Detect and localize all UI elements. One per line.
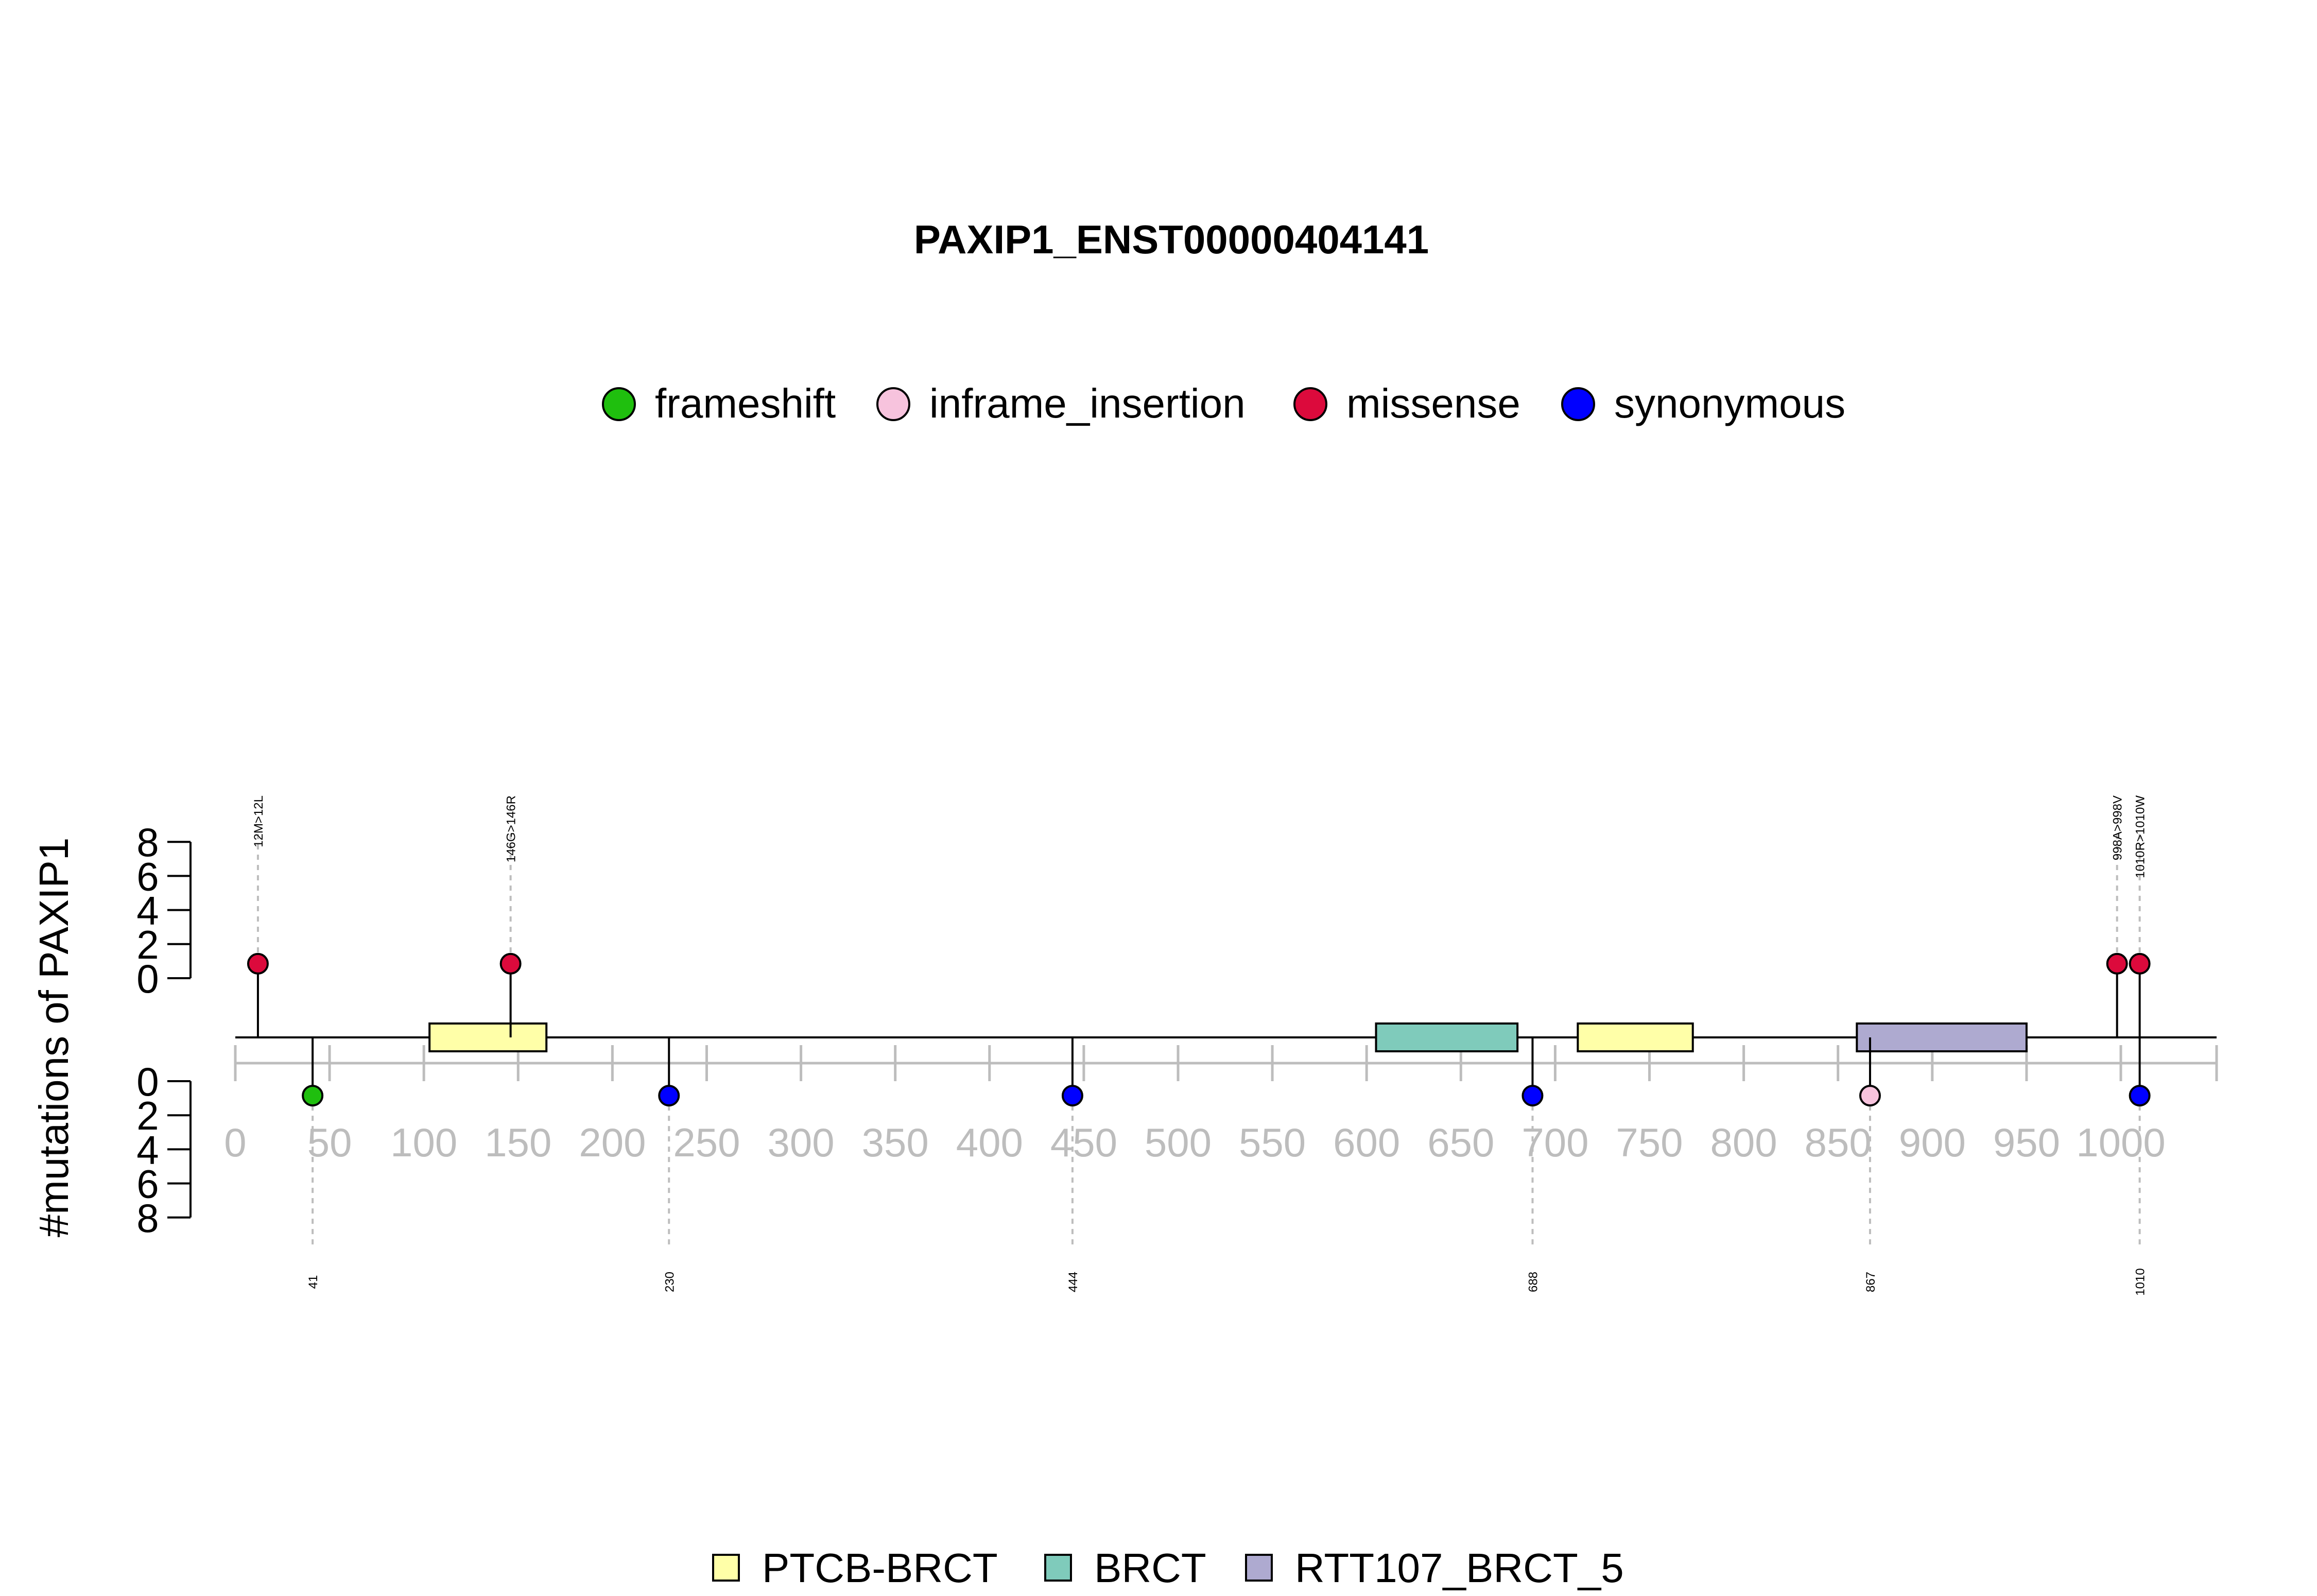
mutation-label-bottom-230: 230 bbox=[663, 1272, 677, 1292]
y-top-tick-label-8: 8 bbox=[136, 820, 159, 865]
x-tick-label-900: 900 bbox=[1899, 1120, 1966, 1165]
mutations-bottom: 41 230 444 688 867 1010 bbox=[302, 1037, 2151, 1296]
point-top-12 bbox=[247, 952, 269, 975]
domain-legend-label-rtt107-brct-5: RTT107_BRCT_5 bbox=[1295, 1545, 1624, 1591]
x-tick-label-550: 550 bbox=[1239, 1120, 1306, 1165]
domain-legend-swatch-brct bbox=[1044, 1554, 1072, 1582]
legend-item-synonymous: synonymous bbox=[1561, 380, 1845, 426]
legend-item-missense: missense bbox=[1293, 380, 1520, 426]
mutation-label-bottom-41: 41 bbox=[306, 1275, 320, 1289]
mutation-bottom-688: 688 bbox=[1521, 1037, 1544, 1292]
point-top-998 bbox=[2106, 952, 2128, 975]
point-bottom-1010 bbox=[2129, 1085, 2151, 1107]
mutation-bottom-230: 230 bbox=[658, 1037, 680, 1292]
mutations-top: 12M>12L 146G>146R 998A>998V 1010R>1010W bbox=[247, 795, 2151, 1037]
mutation-bottom-444: 444 bbox=[1061, 1037, 1083, 1292]
mutation-label-top-146: 146G>146R bbox=[505, 795, 518, 862]
mutation-top-1010: 1010R>1010W bbox=[2129, 795, 2151, 1037]
domain-legend-label-brct: BRCT bbox=[1094, 1545, 1206, 1591]
x-tick-label-800: 800 bbox=[1710, 1120, 1777, 1165]
mutation-label-bottom-867: 867 bbox=[1864, 1272, 1878, 1292]
mutation-label-top-1010: 1010R>1010W bbox=[2134, 795, 2148, 878]
mutation-top-998: 998A>998V bbox=[2106, 795, 2128, 1037]
chart-title: PAXIP1_ENST00000404141 bbox=[914, 217, 1429, 262]
mutation-label-bottom-444: 444 bbox=[1066, 1272, 1080, 1292]
mutation-label-bottom-688: 688 bbox=[1526, 1272, 1540, 1292]
x-tick-label-950: 950 bbox=[1993, 1120, 2060, 1165]
mutation-top-12: 12M>12L bbox=[247, 795, 269, 1037]
legend-label-frameshift: frameshift bbox=[655, 380, 836, 426]
mutation-bottom-41: 41 bbox=[302, 1037, 324, 1289]
x-tick-label-500: 500 bbox=[1145, 1120, 1212, 1165]
y-bottom-tick-label-4: 4 bbox=[136, 1127, 159, 1172]
mutation-top-146: 146G>146R bbox=[499, 795, 522, 1037]
x-tick-label-100: 100 bbox=[390, 1120, 457, 1165]
point-bottom-867 bbox=[1859, 1085, 1881, 1107]
legend-marker-synonymous bbox=[1561, 387, 1595, 421]
domain-legend-swatch-rtt107-brct-5 bbox=[1245, 1554, 1273, 1582]
legend-label-inframe-insertion: inframe_insertion bbox=[929, 380, 1246, 426]
y-bottom-tick-label-0: 0 bbox=[136, 1059, 159, 1104]
domain-legend-item-brct: BRCT bbox=[1044, 1545, 1206, 1591]
x-tick-label-150: 150 bbox=[485, 1120, 551, 1165]
x-tick-label-0: 0 bbox=[224, 1120, 246, 1165]
x-tick-label-650: 650 bbox=[1427, 1120, 1494, 1165]
y-top-tick-label-4: 4 bbox=[136, 888, 159, 933]
x-tick-label-450: 450 bbox=[1050, 1120, 1117, 1165]
x-tick-label-600: 600 bbox=[1333, 1120, 1400, 1165]
x-tick-label-850: 850 bbox=[1805, 1120, 1872, 1165]
y-bottom-tick-label-2: 2 bbox=[136, 1093, 159, 1138]
mutation-bottom-1010: 1010 bbox=[2129, 1037, 2151, 1296]
domain-legend: PTCB-BRCT BRCT RTT107_BRCT_5 bbox=[712, 1545, 1624, 1591]
legend-item-inframe-insertion: inframe_insertion bbox=[876, 380, 1246, 426]
mutation-label-top-998: 998A>998V bbox=[2111, 795, 2125, 860]
legend-marker-frameshift bbox=[602, 387, 636, 421]
point-bottom-230 bbox=[658, 1085, 680, 1107]
y-bottom-tick-label-6: 6 bbox=[136, 1161, 159, 1207]
x-tick-label-350: 350 bbox=[862, 1120, 929, 1165]
x-tick-label-50: 50 bbox=[307, 1120, 352, 1165]
domain-ptcb-brct-0 bbox=[428, 1022, 548, 1052]
legend-marker-missense bbox=[1293, 387, 1327, 421]
domain-legend-item-rtt107-brct-5: RTT107_BRCT_5 bbox=[1245, 1545, 1624, 1591]
y-top-tick-label-2: 2 bbox=[136, 922, 159, 967]
point-bottom-41 bbox=[302, 1085, 324, 1107]
x-tick-label-1000: 1000 bbox=[2076, 1120, 2166, 1165]
domain-ptcb-brct-2 bbox=[1577, 1022, 1694, 1052]
legend-item-frameshift: frameshift bbox=[602, 380, 836, 426]
y-bottom-tick-label-8: 8 bbox=[136, 1195, 159, 1241]
point-top-146 bbox=[499, 952, 522, 975]
domain-legend-item-ptcb-brct: PTCB-BRCT bbox=[712, 1545, 998, 1591]
x-tick-label-400: 400 bbox=[956, 1120, 1023, 1165]
point-top-1010 bbox=[2129, 952, 2151, 975]
x-axis: 0 50 100 150 200 250 300 350 400 450 500 550 600 650 7… bbox=[224, 1045, 2218, 1165]
domain-legend-label-ptcb-brct: PTCB-BRCT bbox=[762, 1545, 998, 1591]
x-tick-label-250: 250 bbox=[673, 1120, 740, 1165]
domains bbox=[428, 1022, 2028, 1052]
x-tick-label-200: 200 bbox=[579, 1120, 646, 1165]
point-bottom-688 bbox=[1521, 1085, 1544, 1107]
y-top-tick-label-6: 6 bbox=[136, 854, 159, 899]
domain-rtt107_brct_5-3 bbox=[1856, 1022, 2028, 1052]
legend-label-missense: missense bbox=[1346, 380, 1520, 426]
domain-brct-1 bbox=[1375, 1022, 1519, 1052]
point-bottom-444 bbox=[1061, 1085, 1083, 1107]
domain-legend-swatch-ptcb-brct bbox=[712, 1554, 740, 1582]
x-tick-label-300: 300 bbox=[768, 1120, 835, 1165]
y-top-tick-label-0: 0 bbox=[136, 956, 159, 1001]
mutation-label-top-12: 12M>12L bbox=[252, 795, 266, 847]
y-axis-label: #mutations of PAXIP1 bbox=[31, 838, 77, 1238]
mutation-type-legend: frameshift inframe_insertion missense synon… bbox=[602, 380, 1845, 426]
legend-marker-inframe-insertion bbox=[876, 387, 910, 421]
x-tick-label-750: 750 bbox=[1616, 1120, 1683, 1165]
legend-label-synonymous: synonymous bbox=[1614, 380, 1845, 426]
mutation-label-bottom-1010: 1010 bbox=[2134, 1268, 2148, 1295]
mutation-bottom-867: 867 bbox=[1859, 1037, 1881, 1292]
